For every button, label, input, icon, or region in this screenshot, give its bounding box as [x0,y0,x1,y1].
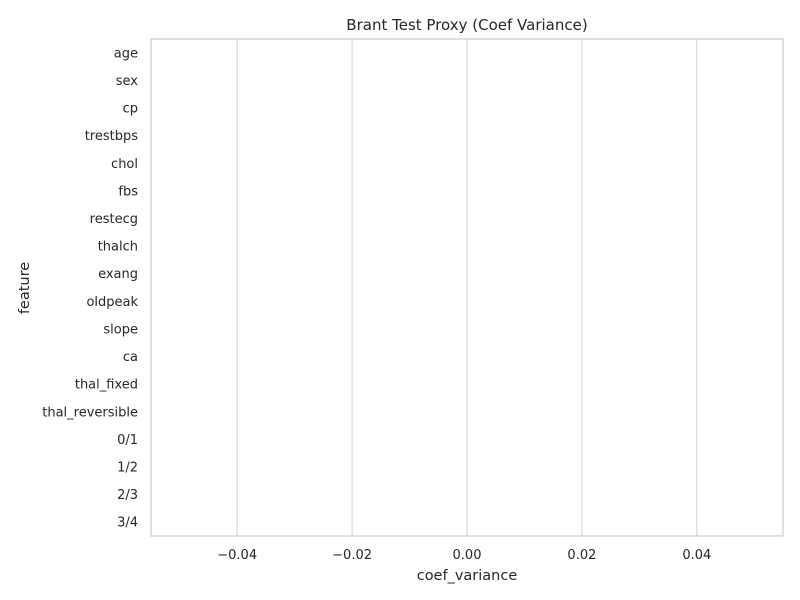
y-tick-labels: age sex cp trestbps chol fbs restecg thalch exan… [42,46,138,530]
y-tick-label: 3/4 [117,516,138,531]
y-tick-label: chol [111,157,138,172]
x-tick-label: 0.04 [682,548,711,563]
y-tick-label: 2/3 [117,488,138,503]
x-tick-label: 0.02 [567,548,596,563]
plot-frame [150,38,784,537]
x-tick-label: 0.00 [453,548,482,563]
x-axis-label: coef_variance [417,568,518,584]
y-tick-label: thal_fixed [75,378,138,393]
x-tick-labels: −0.04 −0.02 0.00 0.02 0.04 [217,548,711,563]
y-tick-label: slope [103,322,138,337]
y-tick-label: exang [98,267,138,282]
y-axis-label: feature [17,262,33,314]
y-tick-label: oldpeak [86,295,138,310]
y-tick-label: age [114,46,138,61]
x-tick-label: −0.02 [332,548,372,563]
y-tick-label: 0/1 [117,433,138,448]
y-tick-label: restecg [90,212,138,227]
chart-title: Brant Test Proxy (Coef Variance) [346,16,587,34]
y-tick-label: thalch [98,240,138,255]
y-tick-label: sex [116,74,139,89]
y-tick-label: trestbps [85,129,139,144]
y-tick-label: fbs [118,184,138,199]
x-tick-label: −0.04 [217,548,257,563]
y-tick-label: ca [123,350,138,365]
grid-layer [236,39,698,536]
y-tick-label: 1/2 [117,460,138,475]
y-tick-label: thal_reversible [42,405,138,420]
y-tick-label: cp [123,102,138,117]
